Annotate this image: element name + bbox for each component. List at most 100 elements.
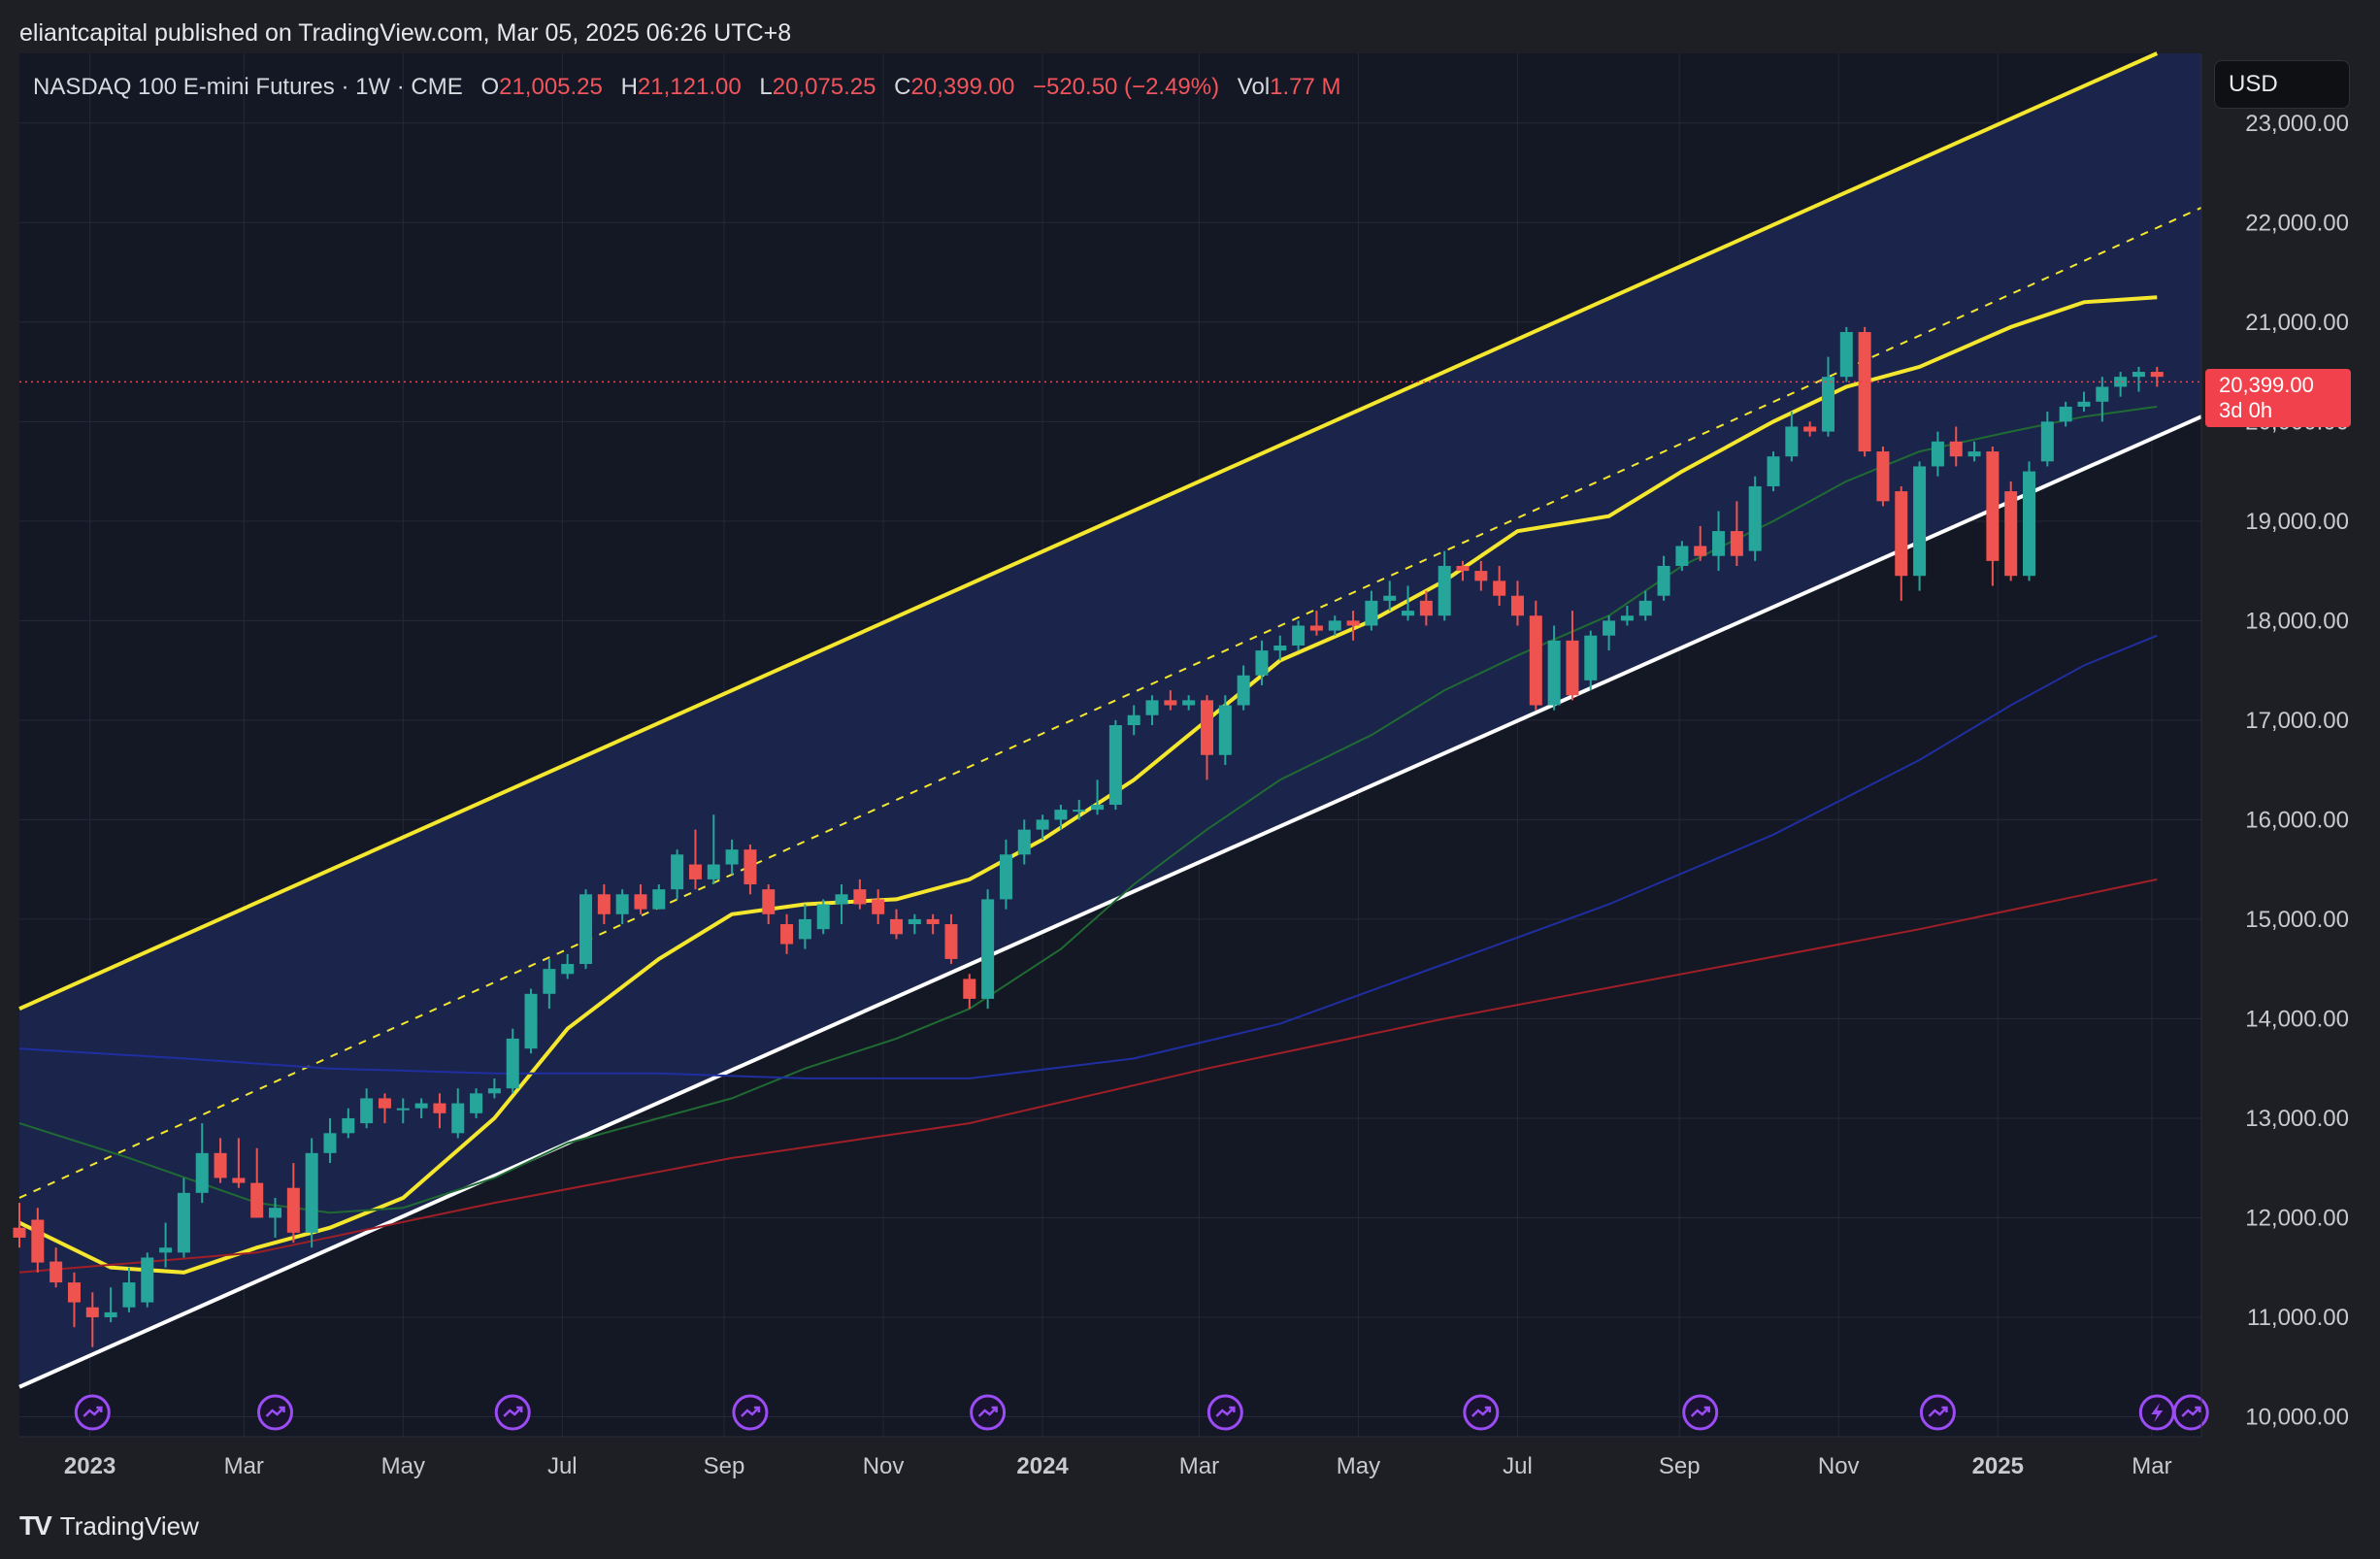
candle-body [360, 1098, 374, 1124]
low-label: L [759, 74, 773, 100]
open-value: 21,005.25 [499, 74, 603, 100]
earnings-event-icon[interactable] [494, 1394, 531, 1431]
time-tick-label: 2023 [64, 1453, 116, 1479]
candle-body [1566, 640, 1579, 696]
moving-average-line [18, 405, 2158, 1214]
earnings-event-icon[interactable] [2172, 1394, 2209, 1431]
candle-body [31, 1219, 45, 1263]
candle-body [1584, 635, 1598, 680]
moving-average-line [18, 878, 2158, 1274]
dividend-lightning-icon[interactable] [2138, 1394, 2175, 1431]
candle-body [744, 849, 757, 885]
tradingview-brand[interactable]: TV TradingView [19, 1507, 199, 1545]
candle-body [269, 1208, 282, 1218]
candle-body [908, 918, 921, 925]
candle-body [1931, 441, 1944, 467]
time-tick-label: Jul [547, 1453, 578, 1479]
earnings-event-icon[interactable] [1207, 1394, 1243, 1431]
earnings-event-icon[interactable] [1919, 1394, 1956, 1431]
candle-body [305, 1152, 318, 1233]
price-tick-label: 13,000.00 [2245, 1106, 2349, 1132]
candle-body [1182, 700, 1196, 706]
price-tick-label: 22,000.00 [2245, 210, 2349, 236]
high-label: H [620, 74, 638, 100]
candle-body [1638, 600, 1652, 616]
currency-button[interactable]: USD [2214, 60, 2350, 109]
trend-arrow-glyph [1471, 1406, 1492, 1417]
candle-body [2096, 386, 2109, 402]
channel-mid-line [18, 206, 2202, 1199]
candle-body [872, 899, 885, 914]
candle-body [2077, 401, 2091, 407]
candle-body [1365, 600, 1378, 626]
candle-body [286, 1187, 300, 1233]
candle-body [1127, 714, 1140, 725]
candle-body [1054, 810, 1068, 820]
candle-body [122, 1282, 136, 1308]
candle-body [323, 1133, 337, 1153]
symbol-name[interactable]: NASDAQ 100 E-mini Futures · 1W · CME [33, 74, 463, 100]
candle-body [1986, 451, 2000, 561]
earnings-event-icon[interactable] [257, 1394, 294, 1431]
time-tick-label: 2024 [1016, 1453, 1069, 1479]
time-tick-label: Mar [1179, 1453, 1219, 1479]
candle-body [1839, 332, 1853, 378]
price-tick-label: 18,000.00 [2245, 608, 2349, 634]
candle-body [652, 889, 666, 910]
candle-body [1145, 700, 1159, 715]
candle-body [890, 918, 904, 935]
earnings-event-icon[interactable] [732, 1394, 769, 1431]
candle-body [1218, 705, 1232, 755]
price-tick-label: 10,000.00 [2245, 1404, 2349, 1430]
time-tick-label: Sep [704, 1453, 745, 1479]
channel-upper-line [18, 51, 2159, 1011]
candle-body [195, 1152, 209, 1193]
channel-fill [19, 53, 2201, 1387]
trend-arrow-glyph [1215, 1406, 1236, 1417]
earnings-event-icon[interactable] [74, 1394, 111, 1431]
earnings-event-icon[interactable] [1463, 1394, 1500, 1431]
earnings-event-icon[interactable] [1682, 1394, 1719, 1431]
candle-body [634, 894, 647, 910]
candle-body [396, 1108, 410, 1111]
candle-body [725, 849, 739, 865]
candle-body [214, 1152, 227, 1178]
time-tick-label: Nov [1818, 1453, 1860, 1479]
time-axis[interactable]: 2023 Mar May Jul Sep Nov 2024 Mar May Jul Sep Nov 20… [19, 1436, 2201, 1479]
candle-body [1858, 332, 1871, 452]
candle-body [232, 1178, 246, 1183]
candle-body [1419, 600, 1433, 616]
candle-body [1383, 595, 1397, 601]
candle-body [177, 1192, 190, 1253]
candle-body [1017, 829, 1031, 855]
candle-body [2023, 471, 2036, 577]
candle-body [981, 899, 995, 999]
candle-body [1748, 485, 1762, 551]
candle-body [835, 894, 848, 905]
candle-body [1510, 595, 1524, 616]
time-tick-label: May [381, 1453, 425, 1479]
change-value: −520.50 (−2.49%) [1032, 74, 1220, 100]
candle-body [250, 1182, 264, 1218]
candle-body [1164, 700, 1177, 706]
trend-arrow-glyph [977, 1406, 998, 1417]
candle-body [944, 924, 958, 959]
price-axis[interactable]: 10,000.00 11,000.00 12,000.00 13,000.00 14,0… [2200, 53, 2349, 1437]
symbol-info-bar[interactable]: NASDAQ 100 E-mini Futures · 1W · CME O21… [33, 68, 1341, 107]
candle-body [579, 894, 593, 965]
time-tick-label: 2025 [1972, 1453, 2024, 1479]
earnings-event-icon[interactable] [970, 1394, 1007, 1431]
candles[interactable] [13, 326, 2164, 1347]
candle-body [1603, 620, 1616, 636]
candle-body [1657, 565, 1670, 596]
candle-body [1803, 426, 1817, 432]
open-label: O [480, 74, 500, 100]
bar-countdown: 3d 0h [2219, 398, 2273, 422]
time-tick-label: Jul [1503, 1453, 1533, 1479]
candle-body [2150, 372, 2164, 378]
events[interactable] [74, 1394, 2209, 1431]
trend-arrow-glyph [1928, 1406, 1948, 1417]
close-label: C [894, 74, 911, 100]
price-tick-label: 11,000.00 [2247, 1305, 2349, 1331]
